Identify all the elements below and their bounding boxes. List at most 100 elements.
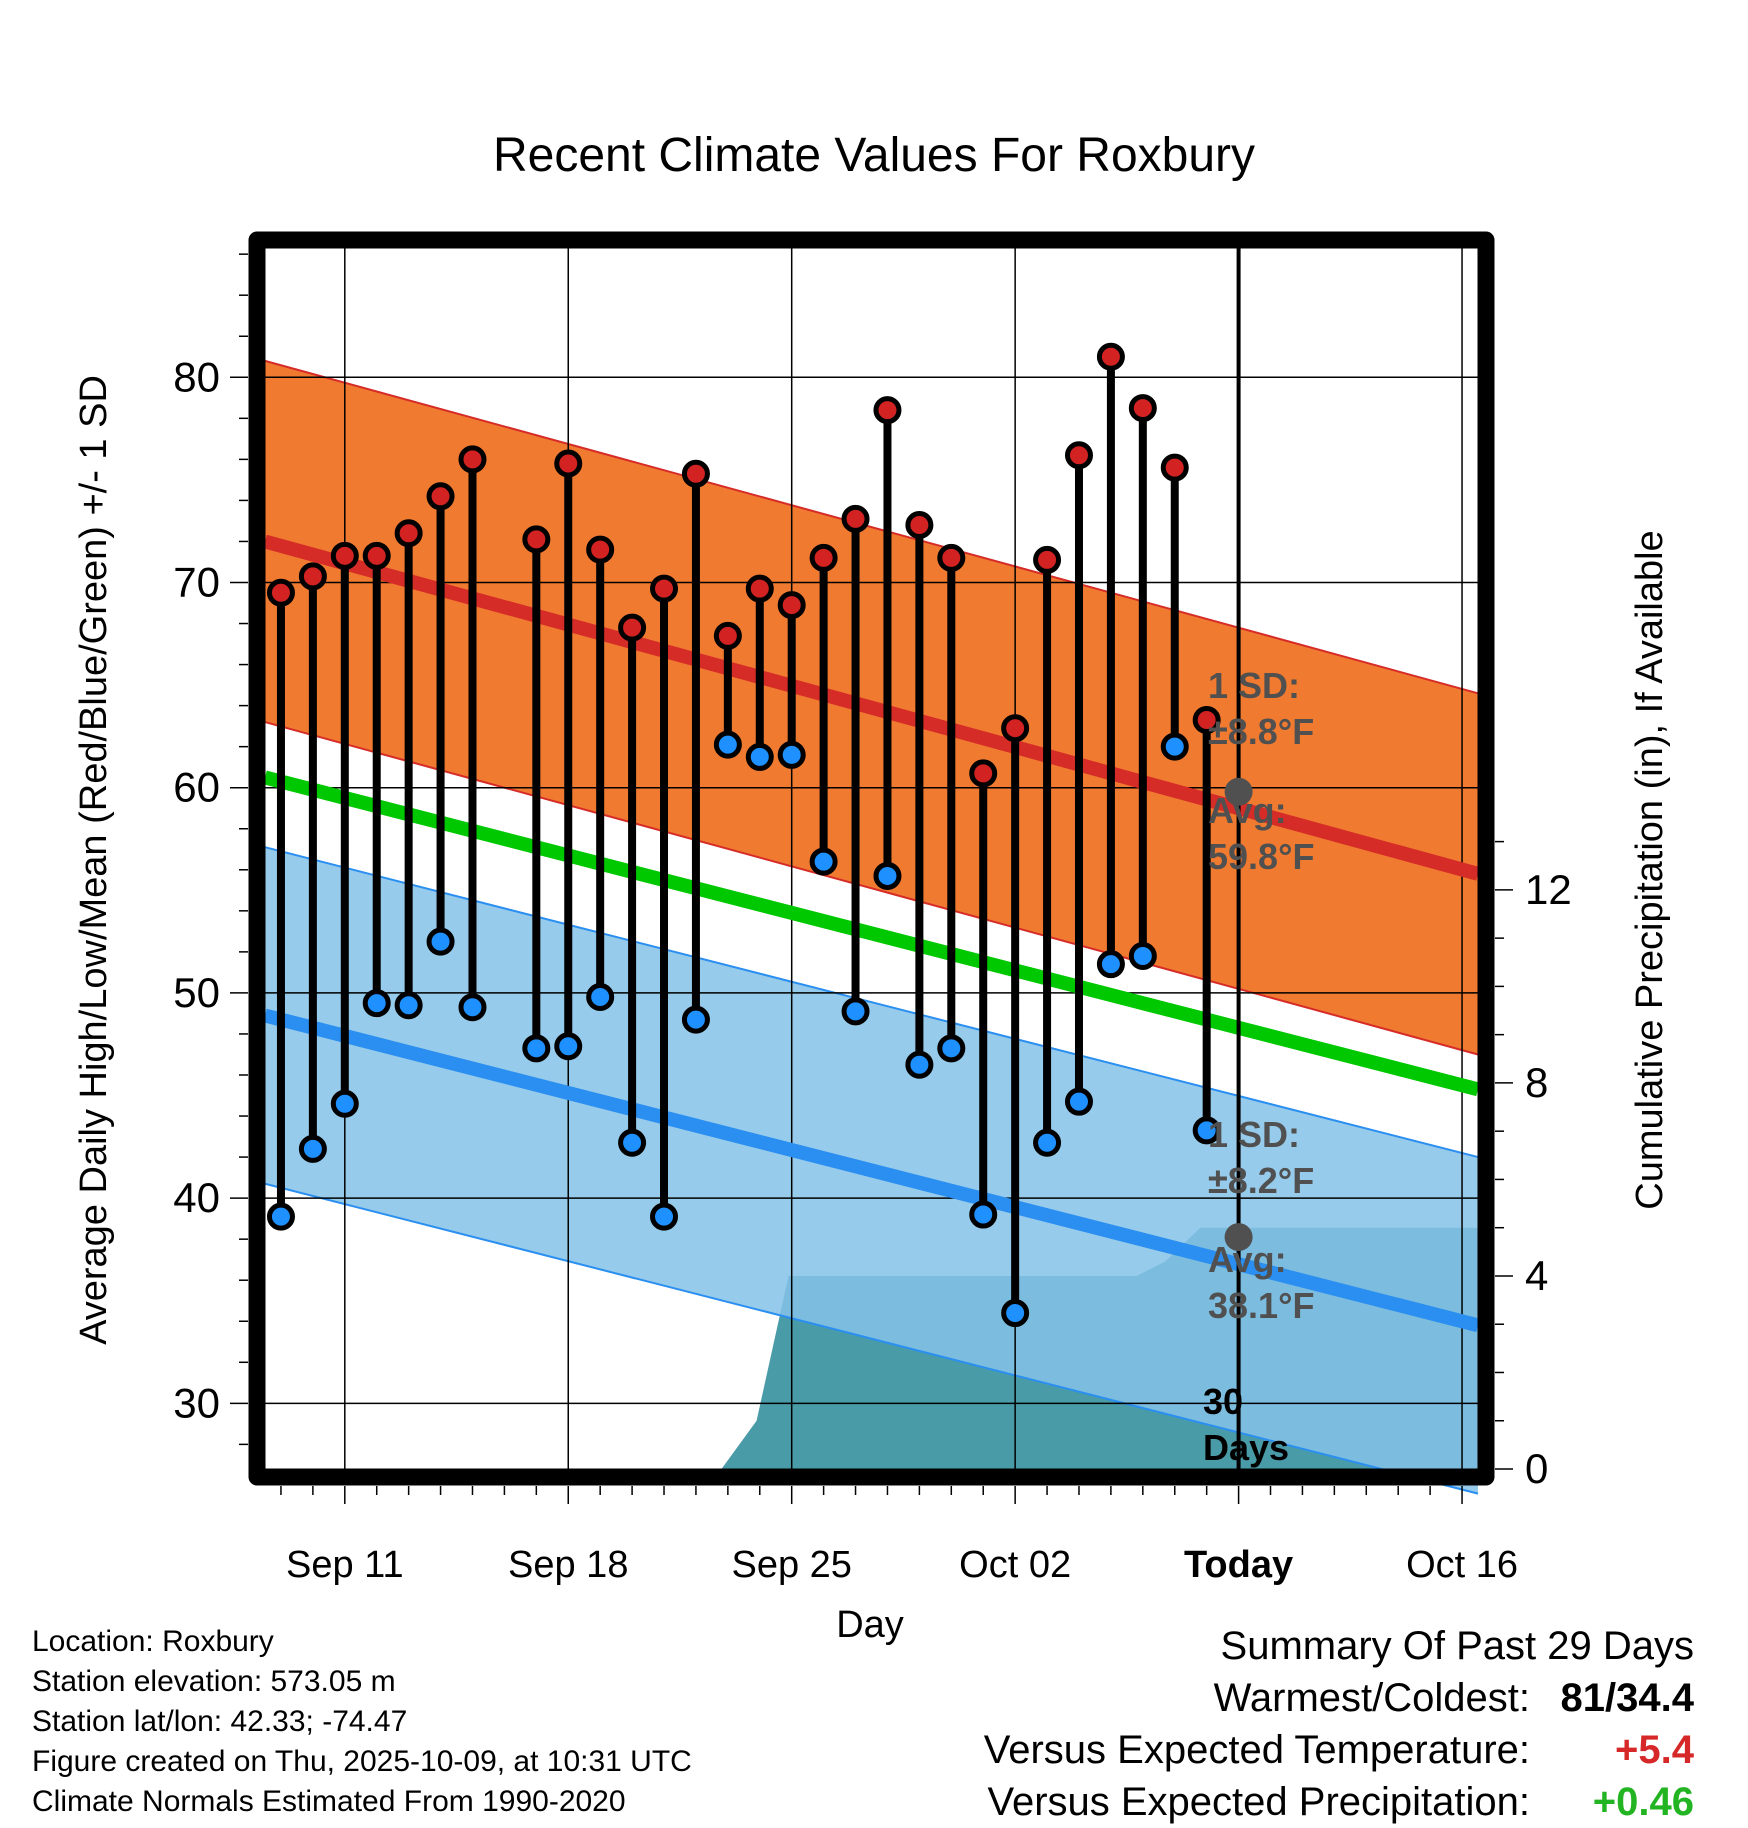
daily-high-point (1192, 705, 1221, 734)
created-text: Figure created on Thu, 2025-10-09, at 10… (32, 1745, 692, 1778)
daily-high-point (1033, 545, 1062, 574)
daily-high-point (937, 543, 966, 572)
daily-low-point (394, 991, 423, 1020)
left-axis-tick-label: 50 (173, 969, 220, 1016)
left-axis-tick-label: 60 (173, 764, 220, 811)
x-axis-title: Day (836, 1604, 904, 1646)
daily-high-point (1001, 714, 1030, 743)
low-sd-label: 1 SD: (1208, 1114, 1300, 1155)
frame-layer (248, 231, 1495, 1486)
daily-low-point (681, 1005, 710, 1034)
daily-low-point (937, 1034, 966, 1063)
daily-high-point (362, 541, 391, 570)
elevation-text: Station elevation: 573.05 m (32, 1665, 396, 1698)
daily-low-point (713, 730, 742, 759)
daily-low-point (458, 993, 487, 1022)
days-count: 30 (1203, 1381, 1243, 1422)
daily-high-point (426, 482, 455, 511)
daily-high-point (522, 525, 551, 554)
daily-high-point (809, 543, 838, 572)
daily-high-point (1064, 441, 1093, 470)
summary-panel: Summary Of Past 29 Days Warmest/Coldest:… (984, 1620, 1694, 1828)
precip-value: +0.46 (1592, 1780, 1694, 1824)
daily-low-point (809, 847, 838, 876)
bottom-axis-tick-label: Today (1184, 1544, 1293, 1586)
daily-low-point (266, 1202, 295, 1231)
temp-label: Versus Expected Temperature: (983, 1728, 1530, 1772)
high-sd-value: ±8.8°F (1208, 711, 1314, 752)
high-sd-band-lower-edge (264, 721, 1479, 1056)
daily-low-point (1128, 941, 1157, 970)
daily-high-point (298, 562, 327, 591)
daily-high-point (330, 541, 359, 570)
annotations-layer: 1 SD: ±8.8°F Avg: 59.8°F 1 SD: ±8.2°F Avg: 38.1… (1203, 665, 1314, 1468)
right-axis-title: Cumulative Precipitation (in), If Availa… (1629, 530, 1671, 1209)
daily-low-point (522, 1034, 551, 1063)
daily-low-point (586, 983, 615, 1012)
right-axis-tick-label: 4 (1525, 1252, 1548, 1299)
daily-low-point (362, 989, 391, 1018)
normal-high-line (263, 534, 1480, 881)
low-avg-value: 38.1°F (1208, 1285, 1314, 1326)
normal-low-line (263, 1008, 1480, 1333)
left-axis-tick-label: 80 (173, 353, 220, 400)
daily-high-point (777, 591, 806, 620)
warmest-label: Warmest/Coldest: (1213, 1676, 1530, 1720)
daily-low-point (330, 1089, 359, 1118)
daily-high-point (394, 519, 423, 548)
daily-high-point (905, 511, 934, 540)
avg-high-marker (1224, 777, 1253, 806)
high-sd-band-upper-edge (264, 359, 1479, 695)
daily-high-point (681, 459, 710, 488)
chart-title: Recent Climate Values For Roxbury (492, 129, 1256, 182)
daily-low-point (298, 1134, 327, 1163)
daily-low-point (745, 742, 774, 771)
daily-low-point (1160, 732, 1189, 761)
daily-high-point (554, 449, 583, 478)
daily-low-point (1192, 1116, 1221, 1145)
left-axis-title: Average Daily High/Low/Mean (Red/Blue/Gr… (73, 375, 115, 1345)
low-sd-band-lower-edge (264, 1182, 1479, 1495)
daily-high-point (1128, 394, 1157, 423)
right-axis-tick-label: 8 (1525, 1059, 1548, 1106)
bottom-axis-tick-label: Sep 25 (731, 1544, 851, 1586)
daily-high-point (586, 535, 615, 564)
bottom-axis-tick-label: Sep 11 (286, 1544, 404, 1586)
bottom-axis-tick-label: Oct 02 (959, 1544, 1071, 1586)
plot-frame (248, 231, 1495, 1486)
today-layer (1224, 248, 1253, 1469)
daily-high-point (458, 445, 487, 474)
summary-temp-row: Versus Expected Temperature: +5.4 (984, 1724, 1694, 1776)
daily-low-point (426, 927, 455, 956)
axes-layer: 30 40 50 60 70 80 0 4 8 12 Sep 11 Sep 18 Sep 25 Oct 0… (73, 253, 1671, 1646)
warmest-value: 81/34.4 (1560, 1676, 1694, 1720)
daily-high-point (618, 613, 647, 642)
daily-high-point (969, 759, 998, 788)
latlon-text: Station lat/lon: 42.33; -74.47 (32, 1705, 408, 1738)
daily-low-point (554, 1032, 583, 1061)
daily-high-point (266, 578, 295, 607)
daily-high-point (873, 396, 902, 425)
observations-layer (266, 342, 1221, 1328)
summary-warmest-row: Warmest/Coldest: 81/34.4 (984, 1672, 1694, 1724)
daily-high-point (1160, 453, 1189, 482)
bottom-axis-tick-label: Oct 16 (1406, 1544, 1518, 1586)
summary-heading-row: Summary Of Past 29 Days (984, 1620, 1694, 1672)
daily-high-point (1096, 342, 1125, 371)
daily-low-point (1001, 1299, 1030, 1328)
daily-low-point (618, 1128, 647, 1157)
station-info: Location: Roxbury Station elevation: 573… (32, 1622, 692, 1822)
daily-high-point (713, 621, 742, 650)
daily-low-point (1064, 1087, 1093, 1116)
right-axis-tick-label: 12 (1525, 866, 1572, 913)
low-sd-band-upper-edge (264, 846, 1479, 1159)
bottom-axis-tick-label: Sep 18 (508, 1544, 628, 1586)
daily-low-point (905, 1050, 934, 1079)
left-axis-tick-label: 30 (173, 1379, 220, 1426)
normals-text: Climate Normals Estimated From 1990-2020 (32, 1785, 626, 1818)
precip-label: Versus Expected Precipitation: (987, 1780, 1530, 1824)
daily-low-point (777, 740, 806, 769)
avg-low-marker (1224, 1223, 1253, 1252)
daily-low-point (969, 1200, 998, 1229)
